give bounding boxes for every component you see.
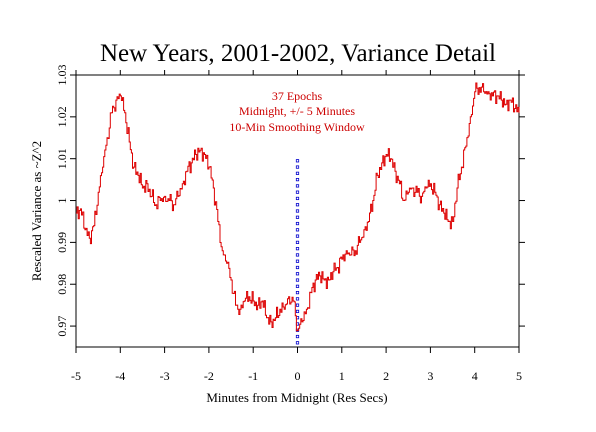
y-tick-label: 1.01 [55, 148, 69, 169]
midnight-marker-dot [295, 178, 300, 182]
chart-title: New Years, 2001-2002, Variance Detail [100, 40, 496, 67]
midnight-marker-dot [295, 247, 300, 251]
midnight-marker-dot [295, 215, 300, 219]
midnight-marker-dot [295, 290, 300, 295]
midnight-marker-dot [295, 284, 300, 288]
midnight-marker-dot [295, 265, 300, 270]
annotation-group: 37 Epochs Midnight, +/- 5 Minutes 10-Min… [229, 89, 365, 134]
midnight-marker-dot [295, 341, 300, 345]
midnight-marker-dot [295, 190, 300, 194]
x-tick-label: 0 [295, 369, 301, 383]
midnight-marker-dot [295, 309, 300, 314]
midnight-marker-dot [295, 159, 300, 163]
midnight-marker-dot [295, 297, 300, 301]
midnight-marker [295, 159, 300, 345]
x-tick-label: 2 [383, 369, 389, 383]
y-tick-label: 0.99 [55, 232, 69, 253]
midnight-marker-dot [295, 209, 300, 213]
midnight-marker-dot [295, 278, 300, 282]
x-tick-label: 5 [516, 369, 522, 383]
midnight-marker-dot [295, 253, 300, 257]
series-line [76, 82, 520, 332]
midnight-marker-dot [295, 272, 300, 276]
y-tick-label: 0.97 [55, 316, 69, 337]
ticks-layer: -5 -4 -3 -2 -1 0 1 2 3 4 5 0.97 0.98 0.99 1 1.01 1.02 1.0… [55, 65, 525, 383]
midnight-marker-dot [295, 221, 300, 226]
series-layer [76, 82, 520, 332]
midnight-marker-dot [295, 259, 300, 263]
midnight-marker-dot [295, 334, 300, 339]
y-tick-label: 0.98 [55, 274, 69, 295]
midnight-marker-dot [295, 196, 300, 201]
x-axis-label: Minutes from Midnight (Res Secs) [206, 390, 387, 405]
annotation-epochs: 37 Epochs [272, 89, 323, 103]
x-tick-label: -4 [115, 369, 125, 383]
x-tick-label: 4 [472, 369, 478, 383]
midnight-marker-dot [295, 228, 300, 232]
x-tick-label: 1 [339, 369, 345, 383]
midnight-marker-dot [295, 165, 300, 169]
x-tick-label: -5 [71, 369, 81, 383]
y-tick-label: 1 [55, 198, 69, 204]
annotation-window-range: Midnight, +/- 5 Minutes [239, 104, 355, 118]
midnight-marker-dot [295, 184, 300, 188]
x-tick-label: -2 [204, 369, 214, 383]
midnight-marker-dot [295, 171, 300, 175]
x-tick-label: 3 [427, 369, 433, 383]
midnight-marker-dot [295, 234, 300, 238]
midnight-marker-dot [295, 203, 300, 207]
y-axis-label: Rescaled Variance as ~Z^2 [29, 141, 44, 281]
x-tick-label: -1 [248, 369, 258, 383]
y-tick-label: 1.02 [55, 106, 69, 127]
midnight-marker-dot [295, 240, 300, 244]
annotation-smoothing: 10-Min Smoothing Window [229, 120, 365, 134]
x-tick-label: -3 [160, 369, 170, 383]
midnight-marker-dot [295, 303, 300, 307]
y-tick-label: 1.03 [55, 65, 69, 86]
